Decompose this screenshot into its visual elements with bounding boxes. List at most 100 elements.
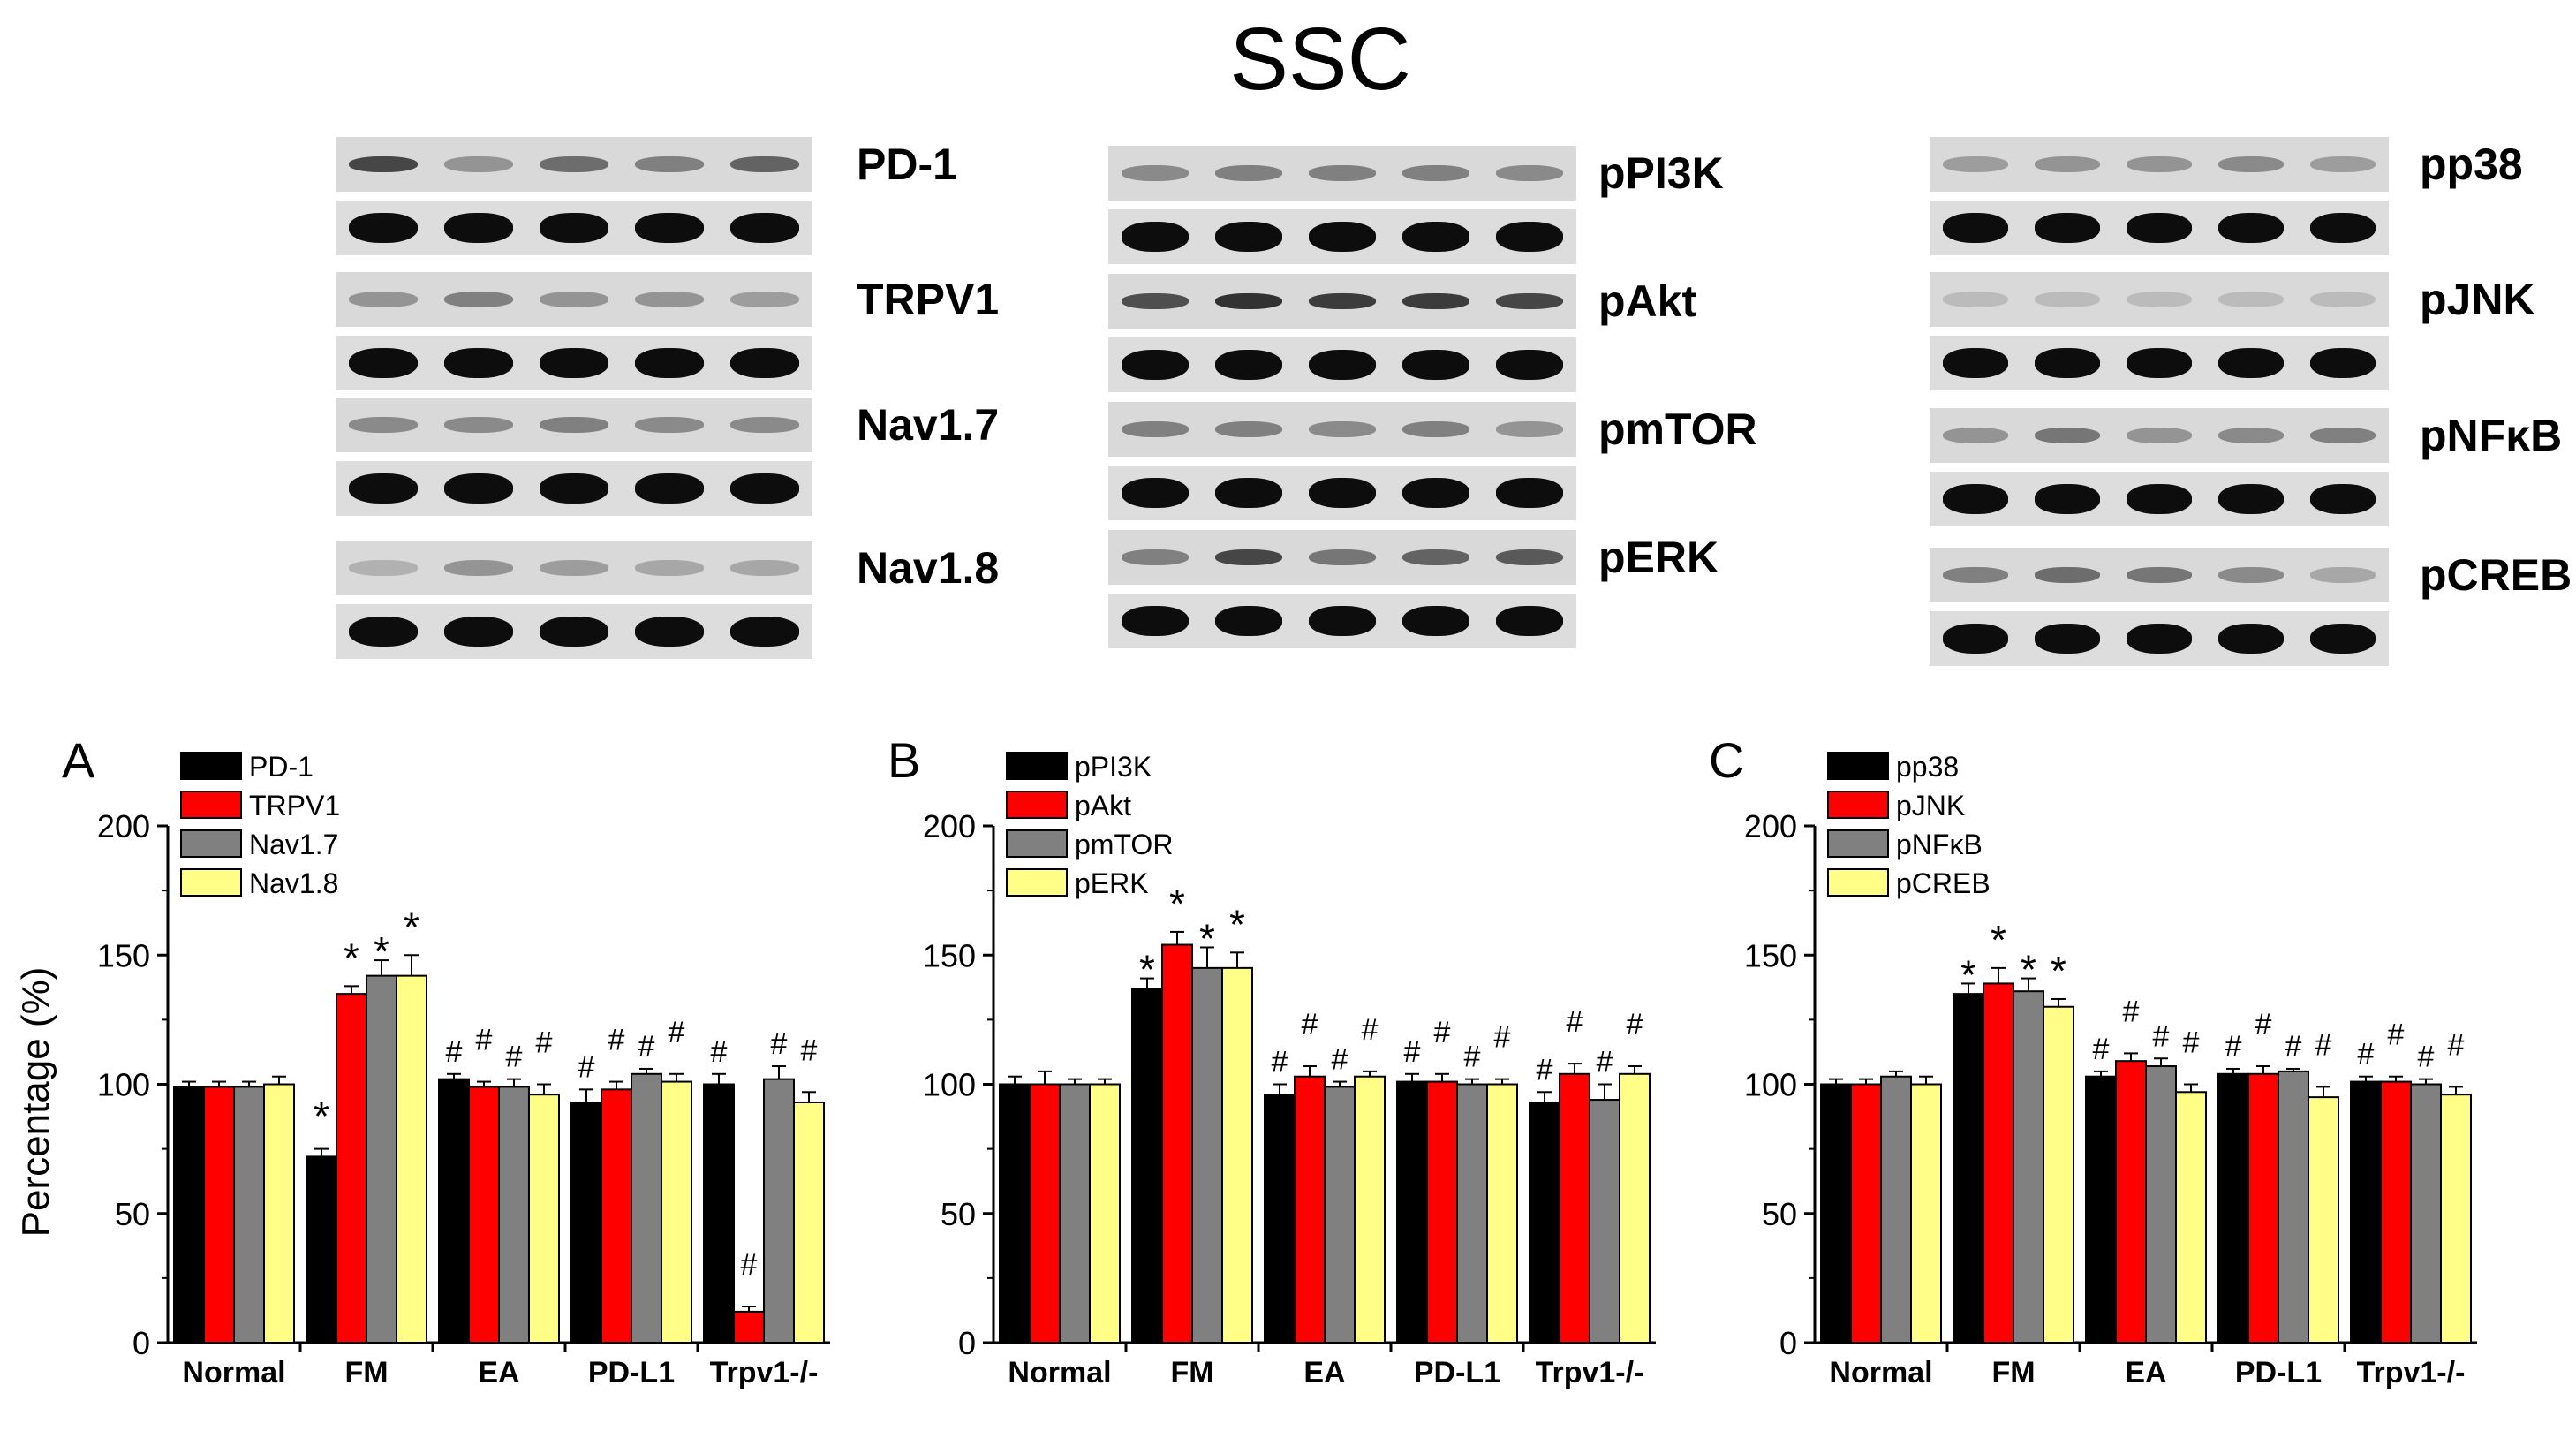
blot-band bbox=[1121, 222, 1190, 252]
blot-band bbox=[2309, 567, 2376, 583]
blot-band bbox=[635, 213, 704, 243]
blot-band bbox=[1121, 478, 1190, 508]
y-tick-label: 0 bbox=[958, 1325, 976, 1361]
blot-band bbox=[1308, 222, 1377, 252]
significance-hash: # bbox=[2358, 1038, 2375, 1071]
blot-label: Nav1.8 bbox=[857, 543, 1000, 593]
blot-band bbox=[1214, 478, 1283, 508]
blot-band bbox=[1401, 165, 1470, 181]
legend-swatch bbox=[1006, 868, 1068, 897]
bar-chart: C 0 50 100 150 200 Normal FM EA PD-L1 Trpv1-/- * # # #… bbox=[1709, 732, 2477, 1389]
blot-strip-loading-control bbox=[336, 461, 812, 516]
significance-hash: # bbox=[1302, 1008, 1318, 1041]
significance-hash: # bbox=[1537, 1053, 1553, 1086]
blot-band bbox=[1942, 348, 2009, 378]
blot-strip-target bbox=[1930, 548, 2389, 602]
significance-star: * bbox=[344, 935, 359, 980]
x-category-label: FM bbox=[1991, 1356, 2035, 1389]
blot-band bbox=[2217, 567, 2285, 583]
bar bbox=[1089, 1083, 1121, 1344]
bar bbox=[2085, 1075, 2117, 1344]
blot-band bbox=[2217, 156, 2285, 172]
blot-band bbox=[730, 213, 799, 243]
bar bbox=[1059, 1083, 1091, 1344]
bar bbox=[570, 1101, 602, 1344]
blot-band bbox=[1214, 165, 1283, 181]
blot-strip-target bbox=[336, 398, 812, 452]
bar bbox=[2247, 1072, 2279, 1344]
legend-label: pERK bbox=[1075, 867, 1149, 899]
bar bbox=[1850, 1083, 1882, 1344]
blot-strip-target bbox=[1108, 274, 1576, 329]
bar bbox=[1910, 1083, 1942, 1344]
blot-band bbox=[1942, 156, 2009, 172]
significance-hash: # bbox=[1464, 1041, 1481, 1074]
x-category-label: PD-L1 bbox=[588, 1356, 675, 1389]
blot-strip-target bbox=[1108, 530, 1576, 585]
blot-band bbox=[444, 213, 513, 243]
significance-hash: # bbox=[2285, 1030, 2302, 1064]
blot-band bbox=[2034, 213, 2101, 243]
legend-label: pAkt bbox=[1075, 790, 1131, 822]
blot-strip-target bbox=[336, 137, 812, 192]
legend-swatch bbox=[1827, 791, 1889, 819]
blot-strip-loading-control bbox=[1108, 337, 1576, 392]
significance-hash: # bbox=[446, 1035, 463, 1069]
bar bbox=[1161, 943, 1193, 1344]
blot-strip-target bbox=[336, 272, 812, 327]
legend-label: pJNK bbox=[1896, 790, 1965, 822]
x-category-label: Trpv1-/- bbox=[710, 1356, 819, 1389]
chart-panel-B: B 0 50 100 150 200 Normal FM EA PD-L1 Trpv1-/- * # # #… bbox=[843, 724, 1709, 1431]
blot-band bbox=[540, 560, 608, 576]
bar bbox=[1264, 1094, 1296, 1344]
x-category-label: FM bbox=[344, 1356, 388, 1389]
blot-band bbox=[444, 156, 513, 172]
blot-label: pERK bbox=[1598, 533, 1719, 582]
blot-strip-target bbox=[1930, 408, 2389, 463]
chart-panel-C: C 0 50 100 150 200 Normal FM EA PD-L1 Trpv1-/- * # # #… bbox=[1665, 724, 2530, 1431]
blot-band bbox=[1308, 165, 1377, 181]
significance-hash: # bbox=[2123, 995, 2140, 1028]
legend-swatch bbox=[180, 829, 242, 858]
significance-star: * bbox=[2021, 947, 2036, 993]
bar-chart: A Percentage (%) 0 50 100 150 200 Normal FM EA PD-… bbox=[14, 732, 830, 1389]
blot-strip-target bbox=[1930, 272, 2389, 327]
significance-hash: # bbox=[1404, 1035, 1421, 1069]
blot-band bbox=[1401, 222, 1470, 252]
blot-band bbox=[1401, 478, 1470, 508]
significance-hash: # bbox=[578, 1050, 595, 1084]
blot-band bbox=[349, 617, 418, 647]
significance-hash: # bbox=[1272, 1046, 1288, 1079]
significance-hash: # bbox=[2225, 1030, 2242, 1064]
significance-hash: # bbox=[2183, 1026, 2200, 1060]
blot-band bbox=[1401, 293, 1470, 309]
significance-star: * bbox=[1139, 947, 1155, 993]
blot-band bbox=[730, 417, 799, 433]
bar bbox=[2410, 1083, 2442, 1344]
blot-band bbox=[349, 213, 418, 243]
legend-label: PD-1 bbox=[249, 751, 314, 783]
x-category-label: Trpv1-/- bbox=[1536, 1356, 1644, 1389]
blot-band bbox=[730, 292, 799, 307]
blot-band bbox=[540, 213, 608, 243]
legend-label: Nav1.7 bbox=[249, 829, 338, 860]
bar bbox=[1880, 1075, 1912, 1344]
bar bbox=[263, 1083, 295, 1344]
blot-band bbox=[540, 292, 608, 307]
bar bbox=[396, 974, 427, 1344]
blot-label: pNFκB bbox=[2420, 411, 2563, 460]
blot-band bbox=[1121, 165, 1190, 181]
blot-band bbox=[1214, 421, 1283, 437]
blot-band bbox=[2034, 567, 2101, 583]
y-tick-label: 200 bbox=[1744, 808, 1797, 844]
blot-label: Nav1.7 bbox=[857, 400, 1000, 450]
bar bbox=[1294, 1075, 1326, 1344]
blot-band bbox=[540, 348, 608, 378]
significance-star: * bbox=[1169, 881, 1185, 927]
blot-band bbox=[444, 473, 513, 504]
blot-band bbox=[349, 292, 418, 307]
blot-band bbox=[540, 417, 608, 433]
significance-hash: # bbox=[2418, 1041, 2435, 1074]
significance-hash: # bbox=[536, 1026, 553, 1060]
blot-band bbox=[1308, 293, 1377, 309]
